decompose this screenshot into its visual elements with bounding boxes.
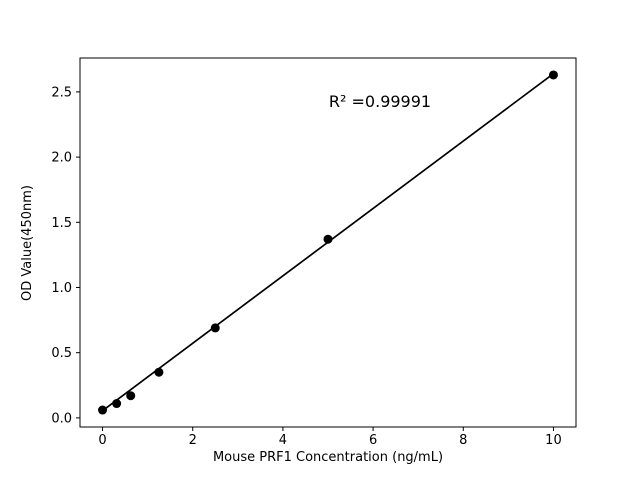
x-tick-label: 2 <box>189 433 197 448</box>
data-series <box>98 70 558 415</box>
x-tick-label: 4 <box>279 433 287 448</box>
data-point <box>126 391 136 401</box>
y-tick-label: 2.5 <box>51 85 72 100</box>
x-tick-label: 8 <box>459 433 467 448</box>
data-point <box>210 323 220 333</box>
data-point <box>98 405 108 415</box>
x-tick-label: 0 <box>98 433 106 448</box>
y-tick-label: 1.0 <box>51 281 72 296</box>
r-squared-annotation: R² =0.99991 <box>329 92 431 111</box>
y-axis-label: OD Value(450nm) <box>20 185 35 301</box>
data-point <box>112 399 122 409</box>
data-point <box>154 367 164 377</box>
data-point <box>548 70 558 80</box>
y-tick-label: 0.5 <box>51 346 72 361</box>
x-tick-label: 6 <box>369 433 377 448</box>
y-tick-label: 1.5 <box>51 216 72 231</box>
x-tick-label: 10 <box>545 433 562 448</box>
y-tick-label: 2.0 <box>51 151 72 166</box>
y-tick-label: 0.0 <box>51 411 72 426</box>
x-axis-label: Mouse PRF1 Concentration (ng/mL) <box>213 450 443 465</box>
data-point <box>323 234 333 244</box>
